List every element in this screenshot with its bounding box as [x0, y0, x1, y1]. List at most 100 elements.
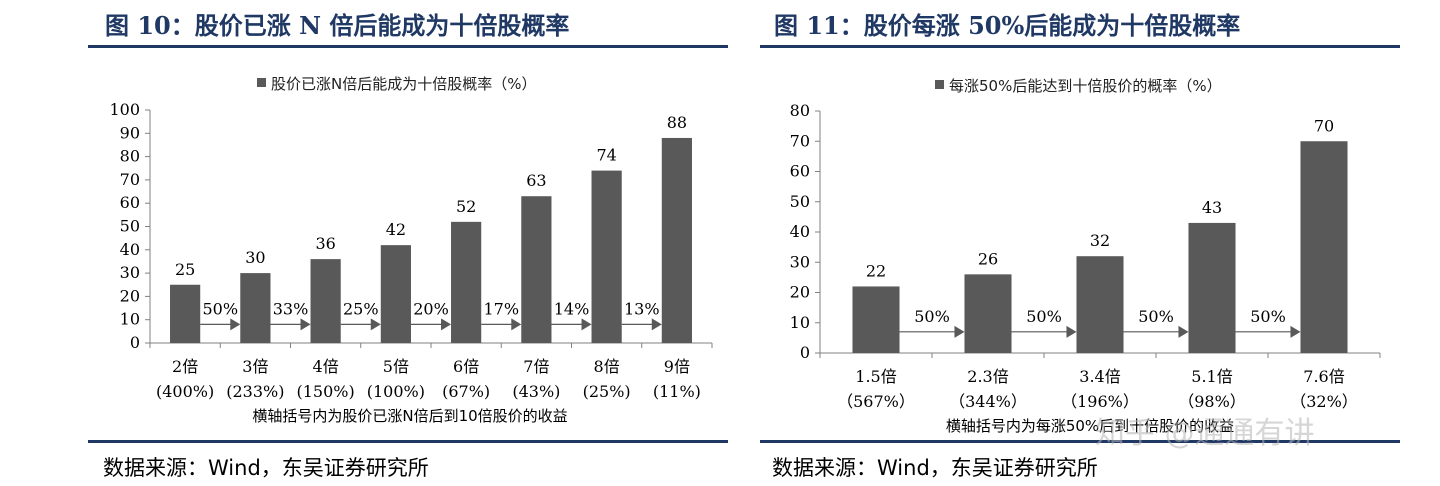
y-tick-label: 10 — [120, 310, 140, 329]
x-tick-sublabel: (150%) — [297, 382, 355, 401]
x-tick-label: 1.5倍 — [855, 367, 896, 386]
x-tick-sublabel: (11%) — [653, 382, 701, 401]
x-tick-sublabel: （567%） — [837, 392, 915, 411]
x-tick-label: 5.1倍 — [1191, 367, 1232, 386]
data-label: 25 — [175, 260, 195, 279]
bar — [240, 273, 271, 343]
figure-11-title: 图 11：股价每涨 50%后能成为十倍股概率 — [774, 11, 1241, 40]
watermark: 知乎 @通通有讲 — [1095, 416, 1315, 451]
y-tick-label: 80 — [790, 101, 810, 120]
x-axis-caption: 横轴括号内为每涨50%后到十倍股价的收益 — [946, 417, 1234, 435]
bar — [521, 196, 552, 343]
y-tick-label: 50 — [120, 217, 140, 236]
bar — [170, 284, 201, 343]
data-label: 22 — [866, 261, 886, 280]
x-tick-sublabel: (25%) — [583, 382, 631, 401]
x-tick-label: 9倍 — [664, 357, 690, 376]
x-tick-sublabel: (233%) — [226, 382, 284, 401]
y-tick-label: 90 — [120, 123, 140, 142]
arrow-label: 17% — [483, 299, 519, 318]
bar — [1300, 141, 1348, 353]
figure-11-bottom-rule — [760, 440, 1400, 443]
arrow-head — [300, 318, 311, 331]
x-tick-sublabel: （196%） — [1061, 392, 1139, 411]
data-label: 42 — [386, 220, 406, 239]
figure-10-title: 图 10：股价已涨 N 倍后能成为十倍股概率 — [105, 11, 570, 40]
data-label: 63 — [526, 171, 546, 190]
y-tick-label: 30 — [790, 252, 810, 271]
arrow-label: 50% — [1026, 307, 1062, 326]
legend-swatch — [257, 78, 266, 87]
arrow-head — [441, 318, 452, 331]
y-tick-label: 100 — [109, 100, 140, 119]
x-tick-sublabel: (400%) — [156, 382, 214, 401]
y-tick-label: 20 — [120, 286, 140, 305]
data-label: 74 — [596, 146, 616, 165]
x-tick-sublabel: （344%） — [949, 392, 1027, 411]
y-tick-label: 70 — [120, 170, 140, 189]
y-tick-label: 50 — [790, 192, 810, 211]
x-tick-sublabel: （98%） — [1178, 392, 1246, 411]
arrow-label: 50% — [202, 299, 238, 318]
figure-10-source: 数据来源：Wind，东吴证券研究所 — [103, 456, 429, 480]
figure-10-chart: 股价已涨N倍后能成为十倍股概率（%） 0 10 20 30 40 50 60 70 80 90 100… — [109, 75, 713, 425]
bar — [964, 274, 1012, 353]
bar — [1076, 256, 1124, 353]
arrow-head — [511, 318, 522, 331]
x-tick-sublabel: （32%） — [1290, 392, 1358, 411]
x-tick-label: 2.3倍 — [967, 367, 1008, 386]
arrow-label: 50% — [1250, 307, 1286, 326]
y-tick-label: 40 — [790, 222, 810, 241]
bar — [591, 170, 622, 343]
bar — [852, 286, 900, 353]
x-tick-label: 3.4倍 — [1079, 367, 1120, 386]
bar — [310, 259, 341, 343]
x-axis-caption: 横轴括号内为股价已涨N倍后到10倍股价的收益 — [252, 407, 567, 425]
arrow-label: 25% — [343, 299, 379, 318]
data-label: 36 — [315, 234, 335, 253]
x-tick-sublabel: (100%) — [367, 382, 425, 401]
y-tick-label: 60 — [790, 162, 810, 181]
legend-swatch — [935, 80, 944, 89]
data-label: 26 — [978, 249, 998, 268]
x-tick-sublabel: (43%) — [512, 382, 560, 401]
figure-10-bottom-rule — [88, 440, 728, 443]
data-label: 30 — [245, 248, 265, 267]
arrow-head — [230, 318, 241, 331]
x-tick-label: 6倍 — [453, 357, 479, 376]
data-label: 88 — [667, 113, 687, 132]
bar — [380, 245, 411, 343]
x-tick-label: 7.6倍 — [1303, 367, 1344, 386]
data-label: 70 — [1314, 116, 1334, 135]
x-tick-label: 3倍 — [242, 357, 268, 376]
legend-label: 股价已涨N倍后能成为十倍股概率（%） — [271, 75, 536, 93]
y-tick-label: 80 — [120, 147, 140, 166]
x-tick-label: 5倍 — [383, 357, 409, 376]
arrow-head — [954, 325, 965, 338]
data-label: 43 — [1202, 198, 1222, 217]
figure-11-source: 数据来源：Wind，东吴证券研究所 — [772, 456, 1098, 480]
arrow-label: 50% — [914, 307, 950, 326]
arrow-head — [370, 318, 381, 331]
bar — [1188, 222, 1236, 353]
y-tick-label: 30 — [120, 263, 140, 282]
arrow-label: 33% — [273, 299, 309, 318]
figure-11-chart: 每涨50%后能达到十倍股价的概率（%） 0 10 20 30 40 50 60 70 80 22 1.… — [790, 77, 1381, 435]
y-tick-label: 40 — [120, 240, 140, 259]
bar — [451, 221, 482, 343]
arrow-head — [651, 318, 662, 331]
y-tick-label: 10 — [790, 313, 810, 332]
y-tick-label: 0 — [130, 333, 140, 352]
y-tick-label: 0 — [800, 343, 810, 362]
figure-10-top-rule — [88, 45, 728, 48]
x-tick-label: 2倍 — [172, 357, 198, 376]
figure-10-panel: 图 10：股价已涨 N 倍后能成为十倍股概率 股价已涨N倍后能成为十倍股概率（%… — [88, 11, 728, 480]
x-tick-label: 8倍 — [594, 357, 620, 376]
arrow-label: 13% — [624, 299, 660, 318]
x-tick-sublabel: (67%) — [442, 382, 490, 401]
arrow-label: 20% — [413, 299, 449, 318]
arrow-label: 14% — [554, 299, 590, 318]
arrow-head — [581, 318, 592, 331]
arrow-head — [1178, 325, 1189, 338]
y-tick-label: 60 — [120, 193, 140, 212]
